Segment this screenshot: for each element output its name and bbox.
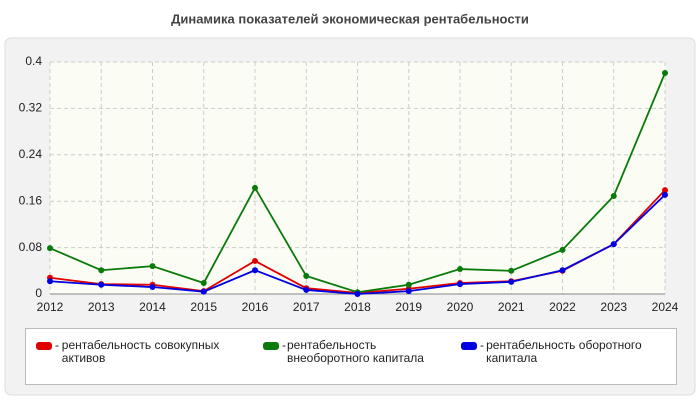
data-point — [662, 191, 668, 198]
data-point — [303, 286, 310, 293]
legend-swatch — [461, 342, 477, 350]
x-tick-label: 2019 — [395, 300, 422, 314]
data-point — [508, 278, 515, 285]
legend-dash: - — [480, 338, 484, 365]
data-point — [405, 281, 412, 288]
x-tick-label: 2024 — [652, 300, 679, 314]
y-tick-label: 0.08 — [19, 240, 43, 254]
data-point — [98, 267, 105, 274]
data-point — [149, 284, 156, 291]
y-tick-label: 0.16 — [19, 193, 43, 207]
y-tick-label: 0.32 — [19, 101, 43, 115]
legend-dash: - — [282, 338, 286, 365]
legend-dash: - — [55, 338, 59, 365]
x-tick-label: 2023 — [600, 300, 627, 314]
legend-label: рентабельность оборотного капитала — [486, 338, 642, 365]
data-point — [252, 257, 258, 264]
data-point — [200, 288, 207, 295]
chart-title: Динамика показателей экономическая рента… — [171, 11, 529, 26]
data-point — [303, 273, 310, 280]
data-point — [354, 291, 361, 297]
data-point — [559, 267, 566, 274]
data-point — [662, 70, 668, 77]
legend-item: - рентабельность внеоборотного капитала — [263, 339, 443, 365]
legend-item: - рентабельность совокупных активов — [36, 339, 251, 365]
data-point — [559, 246, 566, 253]
legend-swatch — [36, 342, 52, 350]
data-point — [610, 241, 617, 248]
legend: - рентабельность совокупных активов - рен… — [25, 328, 677, 385]
x-tick-label: 2018 — [344, 300, 371, 314]
x-tick-label: 2016 — [242, 300, 269, 314]
x-tick-label: 2021 — [498, 300, 525, 314]
legend-item: - рентабельность оборотного капитала — [461, 339, 661, 365]
data-point — [405, 288, 412, 295]
data-point — [610, 192, 617, 199]
data-point — [47, 278, 53, 285]
legend-swatch — [263, 342, 279, 350]
x-tick-label: 2013 — [88, 300, 115, 314]
x-tick-label: 2022 — [549, 300, 576, 314]
data-point — [662, 187, 668, 194]
x-tick-label: 2015 — [190, 300, 217, 314]
x-tick-label: 2020 — [447, 300, 474, 314]
data-point — [200, 279, 207, 286]
data-point — [47, 245, 53, 252]
x-tick-label: 2014 — [139, 300, 166, 314]
legend-label: рентабельность внеоборотного капитала — [286, 338, 424, 365]
data-point — [149, 263, 156, 270]
data-point — [508, 267, 515, 274]
y-tick-label: 0 — [35, 286, 42, 300]
data-point — [252, 184, 258, 191]
x-tick-label: 2017 — [293, 300, 320, 314]
y-tick-label: 0.24 — [19, 147, 43, 161]
data-point — [457, 281, 463, 288]
data-point — [457, 266, 463, 273]
data-point — [98, 281, 105, 288]
legend-label: рентабельность совокупных активов — [61, 338, 220, 365]
x-tick-label: 2012 — [37, 300, 64, 314]
y-tick-label: 0.4 — [25, 54, 42, 68]
data-point — [252, 267, 258, 274]
